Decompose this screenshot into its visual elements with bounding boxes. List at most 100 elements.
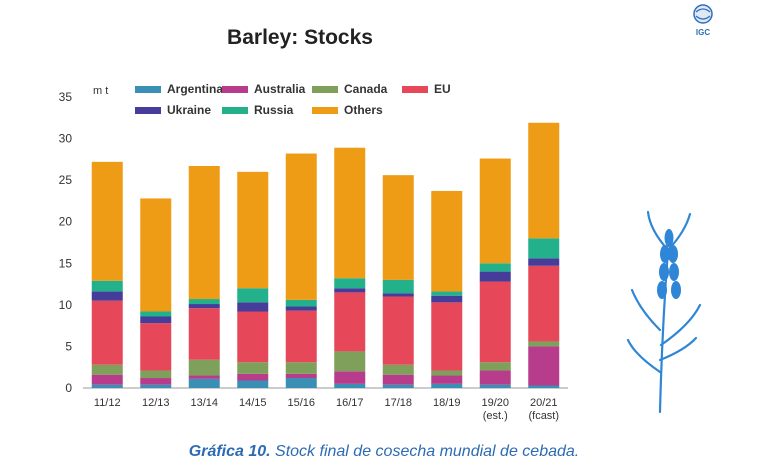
bar-stack	[431, 190, 463, 388]
x-tick-label: 11/12	[94, 397, 121, 409]
bar-segment-australia	[528, 346, 560, 386]
legend-item: Australia	[222, 82, 306, 96]
bar-segment-others	[188, 166, 220, 300]
x-axis: 11/12 12/13 13/14 14/15 15/16 16/17 17/18 18/19…	[94, 397, 559, 422]
bar-stack	[91, 161, 123, 388]
legend-swatch	[402, 86, 428, 93]
bar-segment-argentina	[431, 383, 463, 388]
bar-segment-eu	[285, 310, 317, 363]
y-tick-label: 20	[59, 215, 73, 229]
legend-swatch	[222, 86, 248, 93]
bar-stack	[479, 158, 511, 388]
bar-segment-canada	[285, 362, 317, 374]
bar-segment-others	[431, 190, 463, 292]
wheat-illustration-icon	[626, 210, 702, 414]
bar-segment-russia	[382, 279, 414, 294]
bar-stack	[237, 171, 269, 388]
bar-segment-others	[140, 198, 172, 312]
legend: Argentina Australia Canada EU Ukraine Russia O…	[135, 82, 451, 117]
bar-segment-eu	[382, 296, 414, 365]
bar-segment-canada	[334, 351, 366, 372]
bar-segment-eu	[334, 292, 366, 352]
legend-item: Canada	[312, 82, 388, 96]
bar-segment-australia	[431, 375, 463, 384]
bar-segment-canada	[237, 362, 269, 374]
legend-label: Australia	[254, 82, 306, 96]
caption-text: Stock final de cosecha mundial de cebada…	[270, 443, 580, 460]
bar-segment-eu	[431, 302, 463, 371]
legend-swatch	[135, 107, 161, 114]
legend-item: EU	[402, 82, 451, 96]
bar-segment-australia	[140, 378, 172, 385]
bar-segment-russia	[431, 291, 463, 296]
bar-segment-ukraine	[91, 291, 123, 301]
legend-swatch	[135, 86, 161, 93]
bars-group	[91, 122, 560, 388]
bar-stack	[140, 198, 172, 388]
bar-segment-australia	[91, 374, 123, 385]
legend-label: Russia	[254, 103, 294, 117]
bar-segment-argentina	[334, 383, 366, 388]
bar-stack	[188, 166, 220, 388]
bar-segment-eu	[91, 300, 123, 365]
legend-swatch	[312, 107, 338, 114]
x-tick-label: 18/19	[433, 397, 461, 409]
x-tick-label: 17/18	[384, 397, 412, 409]
bar-segment-canada	[382, 364, 414, 375]
bar-segment-ukraine	[334, 288, 366, 293]
legend-label: EU	[434, 82, 451, 96]
bar-segment-others	[382, 175, 414, 280]
bar-segment-eu	[237, 311, 269, 363]
bar-segment-canada	[431, 370, 463, 376]
bar-segment-canada	[479, 362, 511, 371]
y-tick-label: 15	[59, 256, 73, 270]
bar-segment-others	[528, 122, 560, 239]
legend-item: Others	[312, 103, 383, 117]
bar-segment-canada	[528, 341, 560, 347]
x-tick-label: (est.)	[483, 410, 508, 422]
y-tick-label: 10	[59, 298, 73, 312]
bar-stack	[382, 175, 414, 388]
bar-segment-others	[285, 153, 317, 300]
bar-segment-argentina	[382, 384, 414, 388]
figure-caption: Gráfica 10. Stock final de cosecha mundi…	[0, 443, 768, 461]
bar-segment-others	[334, 147, 366, 279]
bar-segment-canada	[140, 370, 172, 379]
bar-segment-argentina	[237, 380, 269, 388]
legend-swatch	[312, 86, 338, 93]
bar-segment-australia	[285, 373, 317, 379]
bar-segment-australia	[479, 370, 511, 385]
chart-title: Barley: Stocks	[227, 26, 373, 49]
bar-segment-ukraine	[188, 304, 220, 309]
bar-segment-australia	[334, 371, 366, 384]
bar-segment-argentina	[528, 385, 560, 388]
x-tick-label: 14/15	[239, 397, 267, 409]
bar-segment-ukraine	[528, 258, 560, 266]
x-tick-label: 15/16	[287, 397, 315, 409]
bar-stack	[528, 122, 560, 388]
bar-segment-eu	[188, 308, 220, 360]
bar-segment-russia	[237, 288, 269, 303]
bar-segment-ukraine	[237, 302, 269, 312]
bar-segment-others	[91, 161, 123, 281]
bar-segment-ukraine	[382, 293, 414, 297]
legend-label: Others	[344, 103, 383, 117]
igc-logo: IGC	[693, 4, 713, 37]
bar-segment-argentina	[285, 378, 317, 388]
legend-item: Ukraine	[135, 103, 211, 117]
bar-segment-eu	[528, 265, 560, 342]
legend-label: Ukraine	[167, 103, 211, 117]
bar-stack	[285, 153, 317, 388]
bar-segment-argentina	[140, 384, 172, 388]
bar-segment-russia	[528, 238, 560, 259]
bar-segment-canada	[188, 359, 220, 376]
y-tick-label: 25	[59, 173, 73, 187]
y-unit-label: m t	[93, 85, 108, 97]
legend-label: Canada	[344, 82, 388, 96]
y-tick-label: 5	[65, 339, 72, 353]
x-tick-label: 16/17	[336, 397, 364, 409]
legend-item: Argentina	[135, 82, 223, 96]
bar-segment-russia	[479, 263, 511, 272]
bar-segment-russia	[334, 278, 366, 289]
